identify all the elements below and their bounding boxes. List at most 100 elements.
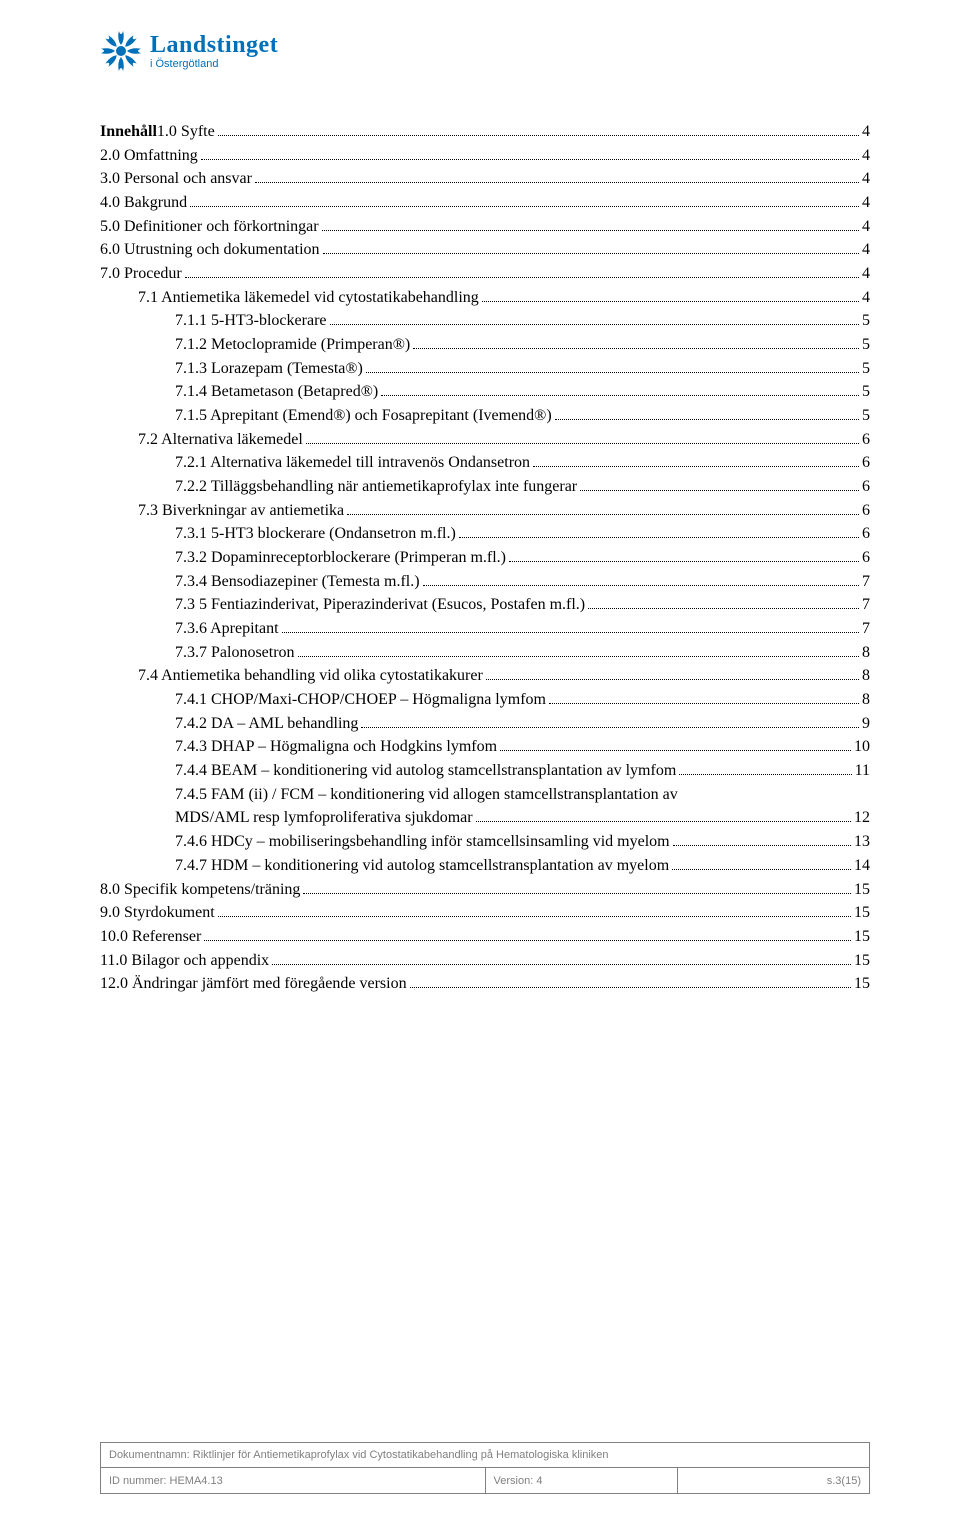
toc-entry[interactable]: 8.0 Specifik kompetens/träning15: [100, 878, 870, 902]
toc-entry-page: 4: [862, 238, 870, 262]
toc-entry[interactable]: 7.3 Biverkningar av antiemetika6: [100, 499, 870, 523]
toc-entry[interactable]: 7.3.2 Dopaminreceptorblockerare (Primper…: [100, 546, 870, 570]
toc-entry-page: 4: [862, 262, 870, 286]
toc-leader-dots: [298, 656, 859, 657]
toc-entry[interactable]: 11.0 Bilagor och appendix15: [100, 949, 870, 973]
toc-entry[interactable]: 7.3.1 5-HT3 blockerare (Ondansetron m.fl…: [100, 522, 870, 546]
toc-entry[interactable]: 7.1 Antiemetika läkemedel vid cytostatik…: [100, 286, 870, 310]
toc-entry[interactable]: 9.0 Styrdokument 15: [100, 901, 870, 925]
toc-entry-label: 7.2 Alternativa läkemedel: [138, 428, 303, 452]
footer-id-value: HEMA4.13: [170, 1475, 223, 1487]
table-of-contents: Innehåll1.0 Syfte 4 2.0 Omfattning43.0 P…: [100, 120, 870, 996]
toc-entry[interactable]: 7.4.6 HDCy – mobiliseringsbehandling inf…: [100, 830, 870, 854]
toc-entry[interactable]: 7.4.7 HDM – konditionering vid autolog s…: [100, 854, 870, 878]
toc-leader-dots: [201, 159, 859, 160]
footer-docname-value: Riktlinjer för Antiemetikaprofylax vid C…: [193, 1449, 609, 1461]
toc-entry-label: 6.0 Utrustning och dokumentation: [100, 238, 320, 262]
toc-entry-page: 4: [862, 167, 870, 191]
toc-entry[interactable]: 7.0 Procedur4: [100, 262, 870, 286]
toc-entry[interactable]: 7.3.4 Bensodiazepiner (Temesta m.fl.)7: [100, 570, 870, 594]
toc-entry-label: 5.0 Definitioner och förkortningar: [100, 215, 319, 239]
toc-entry-label: 3.0 Personal och ansvar: [100, 167, 252, 191]
toc-entry-label: MDS/AML resp lymfoproliferativa sjukdoma…: [175, 806, 473, 830]
toc-entry-label: 9.0 Styrdokument: [100, 901, 215, 925]
toc-entry[interactable]: 7.4 Antiemetika behandling vid olika cyt…: [100, 664, 870, 688]
toc-entry-page: 12: [854, 806, 870, 830]
toc-entry-continuation[interactable]: MDS/AML resp lymfoproliferativa sjukdoma…: [100, 806, 870, 830]
toc-entry[interactable]: 7.4.4 BEAM – konditionering vid autolog …: [100, 759, 870, 783]
footer-version-value: 4: [536, 1475, 542, 1487]
toc-leader-dots: [410, 987, 851, 988]
toc-leader-dots: [361, 727, 859, 728]
toc-entry[interactable]: 7.2 Alternativa läkemedel 6: [100, 428, 870, 452]
toc-leader-dots: [486, 679, 859, 680]
toc-entry[interactable]: 7.4.5 FAM (ii) / FCM – konditionering vi…: [100, 783, 870, 807]
toc-entry-label: 12.0 Ändringar jämfört med föregående ve…: [100, 972, 407, 996]
toc-leader-dots: [533, 466, 859, 467]
toc-entry-label: 7.1 Antiemetika läkemedel vid cytostatik…: [138, 286, 479, 310]
toc-entry[interactable]: 12.0 Ändringar jämfört med föregående ve…: [100, 972, 870, 996]
toc-entry[interactable]: 7.1.2 Metoclopramide (Primperan®)5: [100, 333, 870, 357]
toc-entry-page: 6: [862, 428, 870, 452]
toc-entry[interactable]: 7.3 5 Fentiazinderivat, Piperazinderivat…: [100, 593, 870, 617]
toc-entry-page: 5: [862, 380, 870, 404]
toc-entry[interactable]: 7.4.3 DHAP – Högmaligna och Hodgkins lym…: [100, 735, 870, 759]
toc-entry-page: 5: [862, 333, 870, 357]
toc-leader-dots: [500, 750, 851, 751]
toc-leader-dots: [549, 703, 859, 704]
toc-entry[interactable]: 7.4.1 CHOP/Maxi-CHOP/CHOEP – Högmaligna …: [100, 688, 870, 712]
toc-entry-page: 8: [862, 688, 870, 712]
toc-entry-label[interactable]: 1.0 Syfte: [157, 123, 215, 140]
toc-entry[interactable]: 6.0 Utrustning och dokumentation 4: [100, 238, 870, 262]
toc-entry[interactable]: 5.0 Definitioner och förkortningar4: [100, 215, 870, 239]
toc-entry-label: 7.2.1 Alternativa läkemedel till intrave…: [175, 451, 530, 475]
toc-heading-line: Innehåll1.0 Syfte 4: [100, 120, 870, 144]
toc-leader-dots: [381, 395, 859, 396]
toc-entry-page: 11: [855, 759, 870, 783]
toc-leader-dots: [190, 206, 859, 207]
toc-entry[interactable]: 10.0 Referenser15: [100, 925, 870, 949]
landstinget-logo-icon: [100, 30, 142, 72]
toc-entry[interactable]: 7.3.6 Aprepitant7: [100, 617, 870, 641]
toc-leader-dots: [672, 869, 851, 870]
toc-leader-dots: [413, 348, 859, 349]
toc-entry[interactable]: 7.3.7 Palonosetron8: [100, 641, 870, 665]
toc-entry[interactable]: 7.1.4 Betametason (Betapred®)5: [100, 380, 870, 404]
toc-entry-page: 4: [862, 120, 870, 144]
toc-entry[interactable]: 7.1.3 Lorazepam (Temesta®)5: [100, 357, 870, 381]
toc-entry-label: 7.4.1 CHOP/Maxi-CHOP/CHOEP – Högmaligna …: [175, 688, 546, 712]
footer-page-cell: s.3(15): [677, 1468, 869, 1494]
toc-entry[interactable]: 2.0 Omfattning4: [100, 144, 870, 168]
toc-entry-page: 6: [862, 546, 870, 570]
toc-leader-dots: [303, 893, 851, 894]
footer-version-label: Version:: [494, 1475, 534, 1487]
toc-entry-label: 7.4.3 DHAP – Högmaligna och Hodgkins lym…: [175, 735, 497, 759]
toc-entry-label: 7.3 Biverkningar av antiemetika: [138, 499, 344, 523]
toc-entry-page: 6: [862, 451, 870, 475]
toc-leader-dots: [555, 419, 859, 420]
toc-entry-page: 15: [854, 901, 870, 925]
toc-leader-dots: [218, 916, 851, 917]
toc-entry-page: 6: [862, 475, 870, 499]
toc-entry-label: 7.4 Antiemetika behandling vid olika cyt…: [138, 664, 483, 688]
toc-leader-dots: [588, 608, 859, 609]
toc-entry[interactable]: 7.2.1 Alternativa läkemedel till intrave…: [100, 451, 870, 475]
toc-entry[interactable]: 4.0 Bakgrund4: [100, 191, 870, 215]
toc-leader-dots: [580, 490, 859, 491]
toc-entry-page: 4: [862, 286, 870, 310]
toc-entry-page: 9: [862, 712, 870, 736]
toc-entry[interactable]: 7.1.1 5-HT3-blockerare5: [100, 309, 870, 333]
toc-leader-dots: [322, 230, 859, 231]
toc-entry-label: 7.3.4 Bensodiazepiner (Temesta m.fl.): [175, 570, 420, 594]
toc-entry[interactable]: 7.1.5 Aprepitant (Emend®) och Fosaprepit…: [100, 404, 870, 428]
toc-leader-dots: [185, 277, 859, 278]
toc-leader-dots: [509, 561, 859, 562]
toc-entry[interactable]: 7.4.2 DA – AML behandling9: [100, 712, 870, 736]
toc-leader-dots: [423, 585, 859, 586]
toc-entry[interactable]: 3.0 Personal och ansvar 4: [100, 167, 870, 191]
toc-entry-label: 7.4.7 HDM – konditionering vid autolog s…: [175, 854, 669, 878]
toc-entry-page: 15: [854, 949, 870, 973]
toc-entry-page: 8: [862, 641, 870, 665]
logo-main-text: Landstinget: [150, 33, 278, 57]
toc-entry[interactable]: 7.2.2 Tilläggsbehandling när antiemetika…: [100, 475, 870, 499]
